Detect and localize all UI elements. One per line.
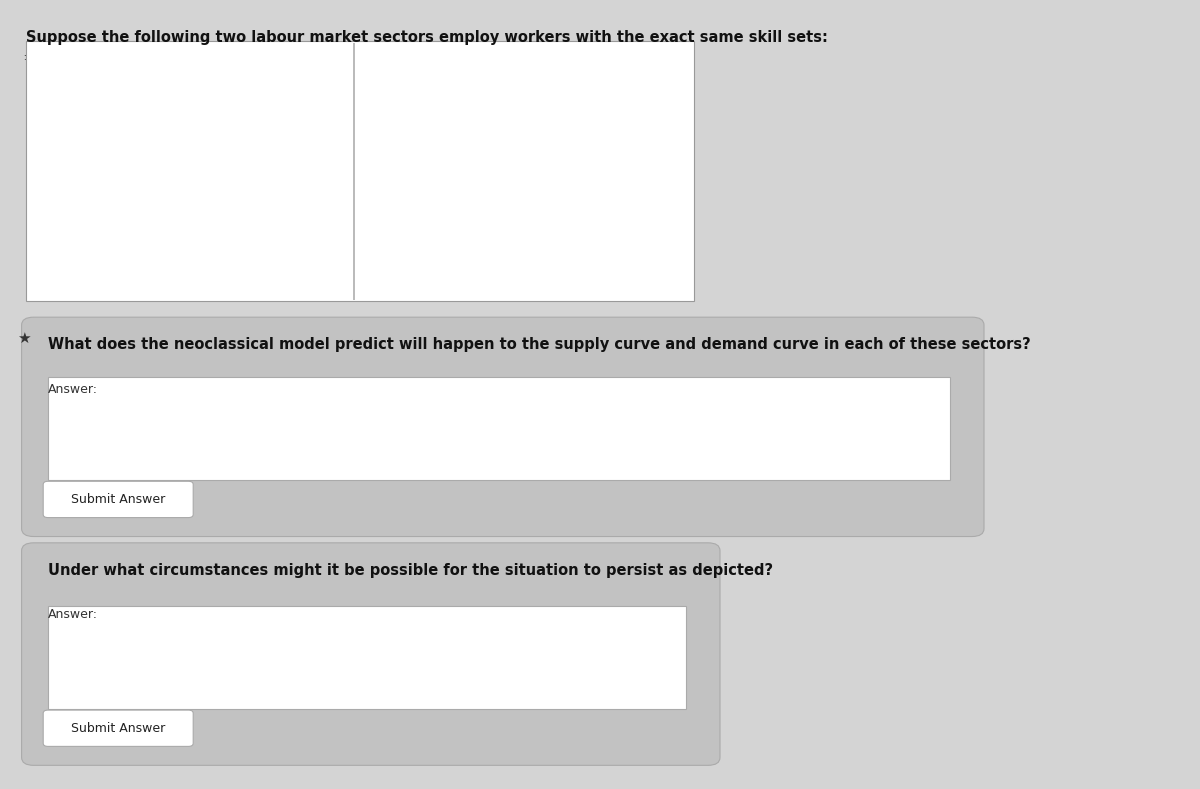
Text: A: A [326,86,332,95]
Text: Submit Answer: Submit Answer [71,493,166,506]
Text: S: S [320,76,328,85]
Text: D: D [235,269,242,279]
Text: Answer:: Answer: [48,383,98,395]
Text: B: B [587,74,593,83]
Text: S: S [582,64,588,74]
Text: B: B [617,227,623,237]
Text: ★: ★ [17,331,30,346]
Text: D: D [612,219,620,228]
Text: Under what circumstances might it be possible for the situation to persist as de: Under what circumstances might it be pos… [48,563,773,578]
Title: SECTOR A: SECTOR A [161,46,217,55]
Title: SECTOR B: SECTOR B [493,46,550,55]
Text: Answer:: Answer: [48,608,98,621]
Text: What does the neoclassical model predict will happen to the supply curve and dem: What does the neoclassical model predict… [48,337,1031,352]
Text: Suppose the following two labour market sectors employ workers with the exact sa: Suppose the following two labour market … [26,30,828,45]
Text: Submit Answer: Submit Answer [71,722,166,735]
Text: A: A [240,279,246,288]
